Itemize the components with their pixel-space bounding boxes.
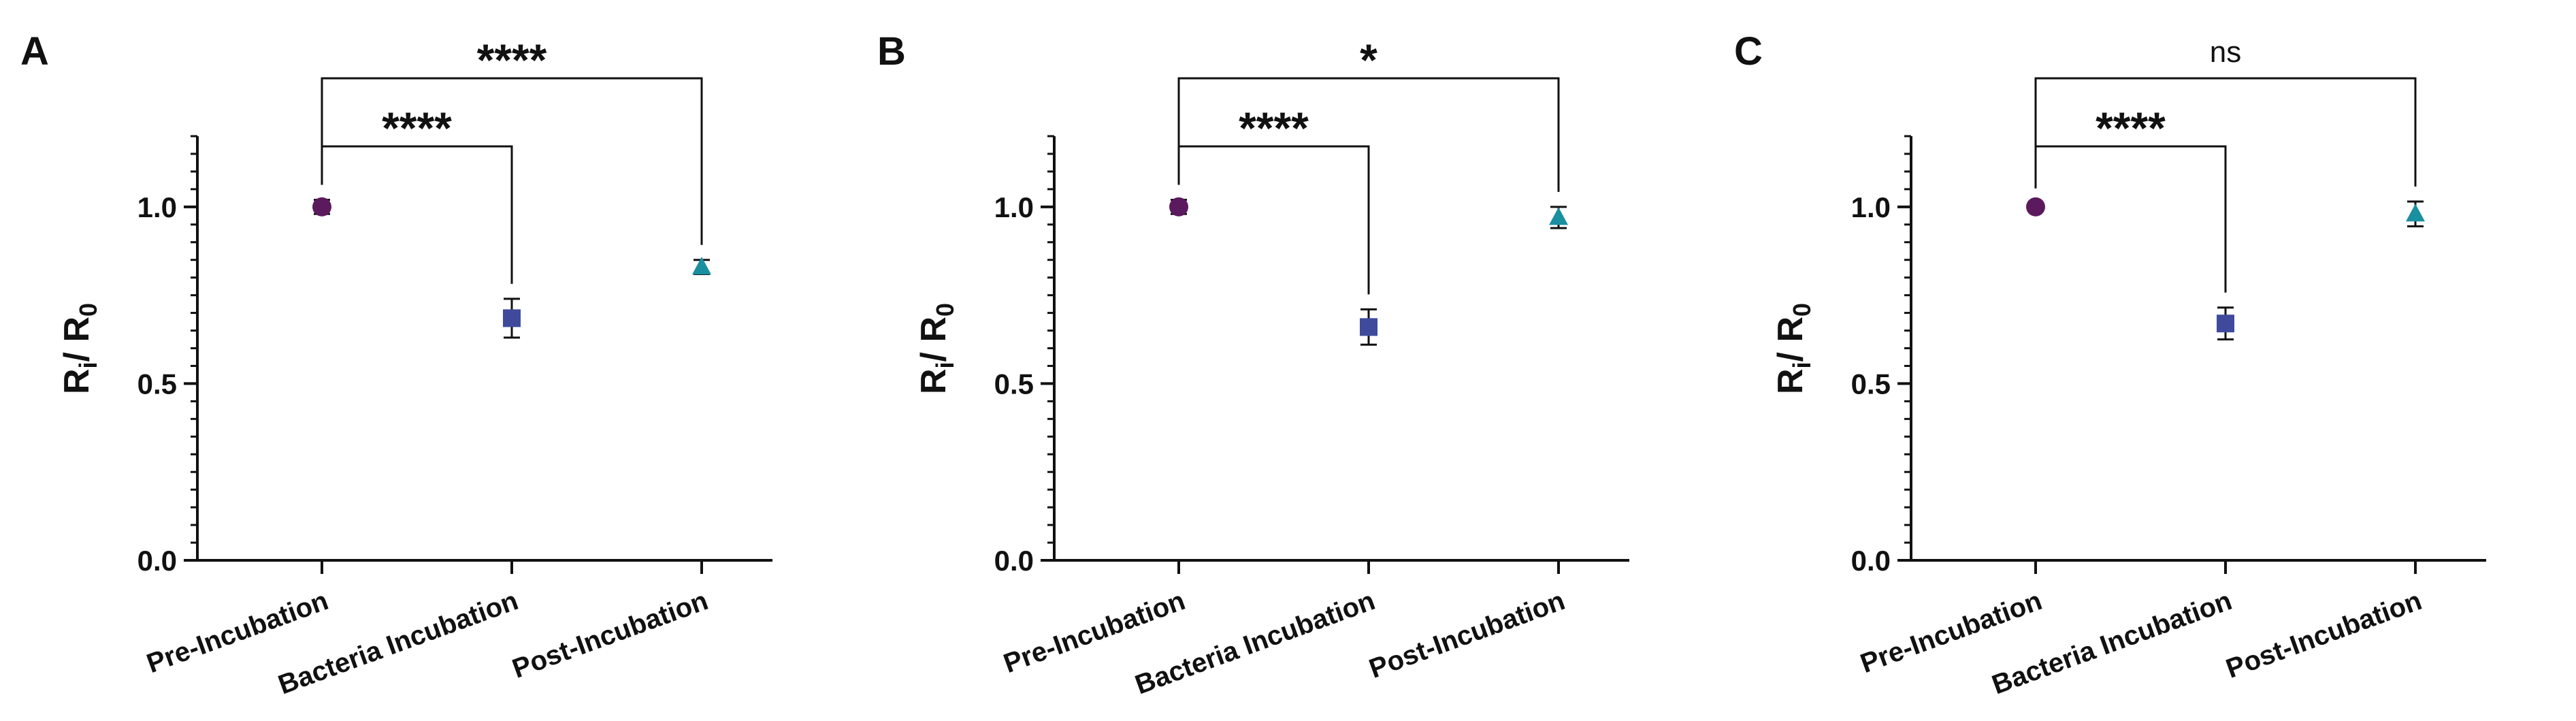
significance-label: **** (382, 103, 452, 153)
significance-bracket (321, 77, 703, 245)
significance-label: **** (2096, 103, 2166, 153)
y-axis-label-part: / R (57, 317, 97, 362)
point (1169, 197, 1188, 217)
x-tick-label: Post-Incubation (2222, 586, 2426, 684)
y-axis-label-part: 0 (1788, 303, 1816, 317)
point (503, 309, 521, 327)
y-axis-label-part: i (74, 362, 102, 368)
y-axis-label-part: 0 (74, 303, 102, 317)
y-axis-label: Ri/ R0 (57, 303, 102, 394)
y-axis-label-part: / R (914, 317, 953, 362)
y-tick-label: 0.0 (137, 545, 177, 577)
x-tick-label: Post-Incubation (1365, 586, 1569, 684)
point (2406, 204, 2425, 222)
y-axis-label-part: R (1771, 368, 1810, 394)
y-tick-label: 0.0 (994, 545, 1034, 577)
significance-bracket (2034, 77, 2417, 189)
point (692, 257, 711, 275)
point (1549, 207, 1568, 225)
y-tick-label: 0.0 (1851, 545, 1891, 577)
panel-label: C (1734, 29, 1763, 74)
y-tick-label: 1.0 (137, 191, 177, 223)
point (2217, 315, 2234, 333)
point (2026, 197, 2045, 217)
significance-bracket (1177, 77, 1560, 192)
y-tick-label: 1.0 (1851, 191, 1891, 223)
y-tick-label: 0.5 (137, 368, 177, 400)
y-axis-label-part: R (914, 368, 953, 394)
panel-label: B (877, 29, 906, 74)
y-axis-label-part: i (931, 362, 959, 368)
point (1360, 318, 1377, 336)
significance-label: ns (2210, 35, 2241, 69)
significance-label: * (1360, 35, 1377, 85)
y-tick-label: 1.0 (994, 191, 1034, 223)
y-axis-label-part: / R (1771, 317, 1810, 362)
point (312, 197, 331, 217)
significance-bracket (1177, 145, 1370, 295)
y-axis-label-part: i (1788, 362, 1816, 368)
significance-label: **** (1239, 103, 1309, 153)
x-tick-label: Post-Incubation (508, 586, 712, 684)
y-tick-label: 0.5 (994, 368, 1034, 400)
y-axis-label-part: 0 (931, 303, 959, 317)
y-axis-label: Ri/ R0 (914, 303, 959, 394)
panel-label: A (20, 29, 49, 74)
y-axis-label: Ri/ R0 (1771, 303, 1816, 394)
y-tick-label: 0.5 (1851, 368, 1891, 400)
significance-label: **** (477, 35, 547, 85)
significance-bracket (2034, 145, 2227, 293)
y-axis-label-part: R (57, 368, 97, 394)
significance-bracket (321, 145, 513, 284)
